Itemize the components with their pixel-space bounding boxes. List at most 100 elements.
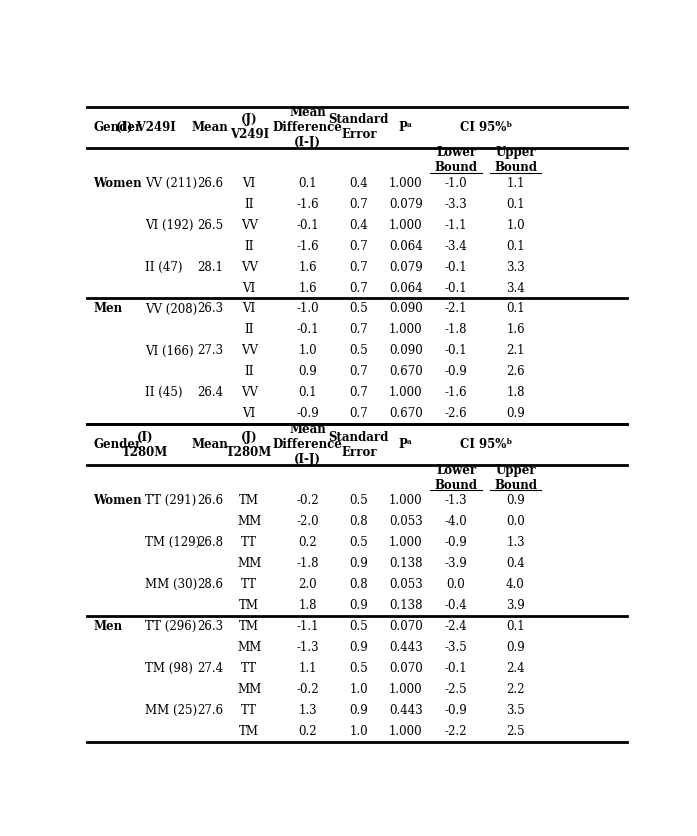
Text: -0.1: -0.1 xyxy=(445,282,468,294)
Text: 1.000: 1.000 xyxy=(389,494,422,507)
Text: Gender: Gender xyxy=(93,120,141,134)
Text: II: II xyxy=(245,197,254,211)
Text: -0.1: -0.1 xyxy=(445,344,468,358)
Text: 0.9: 0.9 xyxy=(506,407,525,421)
Text: 0.0: 0.0 xyxy=(506,515,525,528)
Text: 0.8: 0.8 xyxy=(349,515,368,528)
Text: 0.9: 0.9 xyxy=(506,494,525,507)
Text: TM: TM xyxy=(239,620,259,633)
Text: 1.000: 1.000 xyxy=(389,683,422,696)
Text: -2.5: -2.5 xyxy=(445,683,468,696)
Text: 26.8: 26.8 xyxy=(197,536,223,549)
Text: -0.9: -0.9 xyxy=(445,704,468,717)
Text: 26.3: 26.3 xyxy=(197,303,223,315)
Text: Women: Women xyxy=(93,176,141,190)
Text: II (47): II (47) xyxy=(146,261,183,273)
Text: 0.7: 0.7 xyxy=(349,386,368,400)
Text: 2.0: 2.0 xyxy=(298,579,317,591)
Text: II (45): II (45) xyxy=(146,386,183,400)
Text: 0.1: 0.1 xyxy=(506,303,525,315)
Text: 0.0: 0.0 xyxy=(447,579,466,591)
Text: 26.6: 26.6 xyxy=(197,494,223,507)
Text: 27.6: 27.6 xyxy=(197,704,223,717)
Text: VV (211): VV (211) xyxy=(146,176,197,190)
Text: 0.1: 0.1 xyxy=(298,176,317,190)
Text: 2.4: 2.4 xyxy=(506,662,525,675)
Text: Standard
Error: Standard Error xyxy=(329,431,389,459)
Text: TM: TM xyxy=(239,725,259,738)
Text: -2.0: -2.0 xyxy=(296,515,319,528)
Text: CI 95%ᵇ: CI 95%ᵇ xyxy=(459,120,512,134)
Text: -2.2: -2.2 xyxy=(445,725,467,738)
Text: 0.7: 0.7 xyxy=(349,282,368,294)
Text: 2.1: 2.1 xyxy=(506,344,525,358)
Text: 0.7: 0.7 xyxy=(349,197,368,211)
Text: 0.9: 0.9 xyxy=(506,641,525,654)
Text: Lower
Bound: Lower Bound xyxy=(434,464,477,492)
Text: 0.9: 0.9 xyxy=(349,641,368,654)
Text: 0.053: 0.053 xyxy=(389,579,422,591)
Text: 1.000: 1.000 xyxy=(389,725,422,738)
Text: 4.0: 4.0 xyxy=(506,579,525,591)
Text: -0.1: -0.1 xyxy=(445,261,468,273)
Text: -3.4: -3.4 xyxy=(445,240,468,252)
Text: TT: TT xyxy=(241,662,257,675)
Text: 2.2: 2.2 xyxy=(506,683,525,696)
Text: 0.9: 0.9 xyxy=(298,365,317,379)
Text: Women: Women xyxy=(93,494,141,507)
Text: 3.5: 3.5 xyxy=(506,704,525,717)
Text: 0.5: 0.5 xyxy=(349,662,368,675)
Text: 1.6: 1.6 xyxy=(298,282,317,294)
Text: 2.5: 2.5 xyxy=(506,725,525,738)
Text: 0.9: 0.9 xyxy=(349,558,368,570)
Text: 0.2: 0.2 xyxy=(298,725,317,738)
Text: (I)
T280M: (I) T280M xyxy=(123,431,169,459)
Text: 28.6: 28.6 xyxy=(197,579,223,591)
Text: -1.0: -1.0 xyxy=(296,303,319,315)
Text: Men: Men xyxy=(93,303,122,315)
Text: -1.3: -1.3 xyxy=(445,494,468,507)
Text: TT (296): TT (296) xyxy=(146,620,197,633)
Text: 26.3: 26.3 xyxy=(197,620,223,633)
Text: -0.4: -0.4 xyxy=(445,599,468,612)
Text: 1.8: 1.8 xyxy=(298,599,316,612)
Text: -0.1: -0.1 xyxy=(296,324,319,336)
Text: 1.000: 1.000 xyxy=(389,386,422,400)
Text: 0.064: 0.064 xyxy=(389,282,422,294)
Text: 1.8: 1.8 xyxy=(506,386,525,400)
Text: MM (25): MM (25) xyxy=(146,704,197,717)
Text: VI: VI xyxy=(243,407,256,421)
Text: -1.8: -1.8 xyxy=(296,558,319,570)
Text: MM (30): MM (30) xyxy=(146,579,198,591)
Text: 1.3: 1.3 xyxy=(298,704,317,717)
Text: -1.0: -1.0 xyxy=(445,176,468,190)
Text: 0.5: 0.5 xyxy=(349,620,368,633)
Text: -2.1: -2.1 xyxy=(445,303,467,315)
Text: VV: VV xyxy=(240,386,258,400)
Text: VV (208): VV (208) xyxy=(146,303,198,315)
Text: (J)
V249I: (J) V249I xyxy=(229,113,269,141)
Text: -0.1: -0.1 xyxy=(296,218,319,232)
Text: Lower
Bound: Lower Bound xyxy=(434,146,477,174)
Text: 1.6: 1.6 xyxy=(506,324,525,336)
Text: -1.6: -1.6 xyxy=(296,197,319,211)
Text: VI: VI xyxy=(243,303,256,315)
Text: II: II xyxy=(245,240,254,252)
Text: 0.138: 0.138 xyxy=(389,558,422,570)
Text: TT (291): TT (291) xyxy=(146,494,197,507)
Text: 0.5: 0.5 xyxy=(349,303,368,315)
Text: 0.079: 0.079 xyxy=(389,261,422,273)
Text: Gender: Gender xyxy=(93,438,141,451)
Text: 3.4: 3.4 xyxy=(506,282,525,294)
Text: 1.3: 1.3 xyxy=(506,536,525,549)
Text: -4.0: -4.0 xyxy=(445,515,468,528)
Text: TT: TT xyxy=(241,579,257,591)
Text: 1.0: 1.0 xyxy=(506,218,525,232)
Text: -1.6: -1.6 xyxy=(296,240,319,252)
Text: VV: VV xyxy=(240,218,258,232)
Text: 26.6: 26.6 xyxy=(197,176,223,190)
Text: CI 95%ᵇ: CI 95%ᵇ xyxy=(459,438,512,451)
Text: VV: VV xyxy=(240,261,258,273)
Text: 0.9: 0.9 xyxy=(349,704,368,717)
Text: 0.7: 0.7 xyxy=(349,365,368,379)
